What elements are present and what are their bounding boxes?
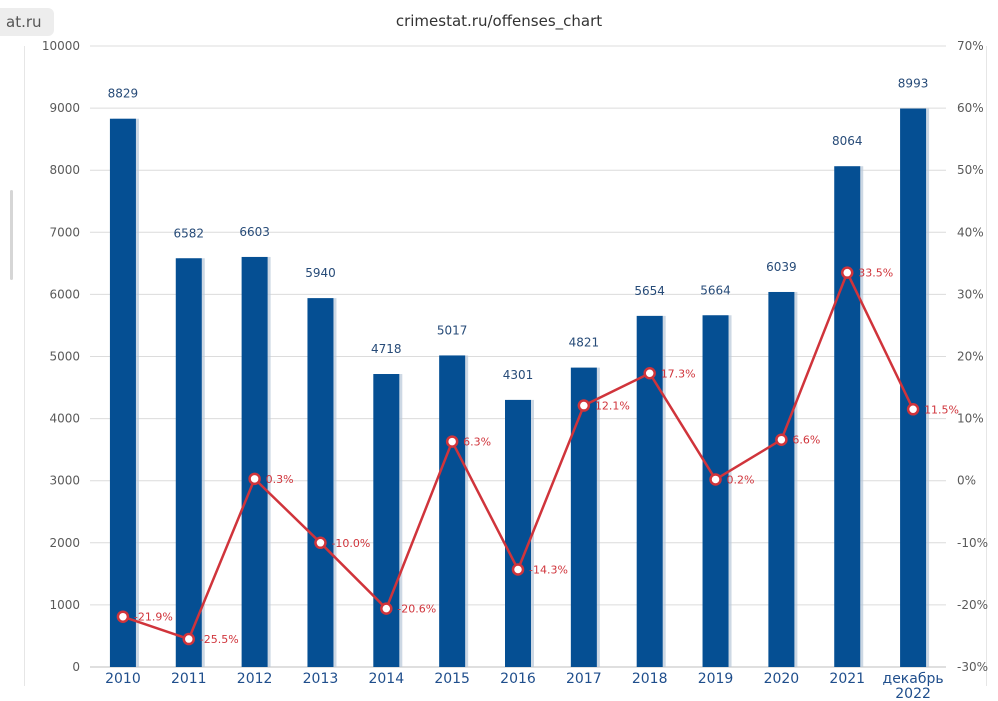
pct-point (248, 472, 261, 486)
bar-value-label: 4301 (503, 368, 534, 382)
y-right-tick-label: -20% (957, 598, 988, 612)
bar (702, 315, 729, 667)
pct-point (577, 399, 591, 412)
x-tick-label: 2020 (764, 671, 800, 687)
bar (307, 298, 334, 667)
x-tick-label: 2017 (566, 671, 602, 687)
y-left-tick-label: 9000 (49, 101, 80, 115)
x-tick-label: 2014 (368, 671, 404, 687)
bar (505, 399, 531, 667)
url-chip[interactable]: at.ru (0, 8, 54, 36)
y-left-tick-label: 4000 (49, 412, 80, 426)
y-right-tick-label: 0% (957, 474, 976, 488)
bar-value-label: 5940 (305, 266, 336, 280)
x-tick-label: 2015 (434, 671, 470, 687)
pct-value-label: 0.2% (727, 473, 755, 486)
bar (241, 256, 268, 667)
y-right-tick-label: 70% (957, 39, 984, 53)
pct-point (314, 536, 327, 550)
pct-point (840, 266, 854, 279)
x-tick-label: 2018 (632, 671, 668, 687)
pct-value-label: -20.6% (397, 603, 436, 616)
bar (373, 374, 400, 667)
pct-value-label: 0.3% (266, 473, 294, 486)
bar-value-label: 4718 (371, 342, 402, 356)
y-right-tick-label: 40% (957, 225, 984, 239)
pct-value-label: -21.9% (134, 611, 173, 624)
y-left-tick-label: 8000 (49, 163, 80, 177)
y-left-tick-label: 2000 (49, 536, 80, 550)
pct-value-label: 33.5% (858, 267, 893, 280)
pct-point (906, 403, 920, 416)
pct-point (445, 435, 459, 448)
y-left-tick-label: 0 (72, 660, 80, 674)
bar-value-label: 8993 (898, 77, 929, 91)
y-left-tick-label: 5000 (49, 350, 80, 364)
y-left-tick-label: 10000 (42, 39, 80, 53)
y-right-tick-label: 20% (957, 350, 984, 364)
bar (175, 258, 202, 667)
x-tick-label: 2016 (500, 671, 536, 687)
bar (834, 166, 861, 668)
pct-point (775, 433, 788, 446)
x-tick-label: 2021 (829, 671, 865, 687)
pct-point (380, 602, 393, 615)
x-tick-label: 2011 (171, 671, 207, 687)
bar-value-label: 6582 (173, 226, 204, 240)
x-tick-label: 2019 (698, 671, 734, 687)
bar-value-label: 6039 (766, 260, 797, 274)
pct-value-label: -25.5% (200, 633, 239, 646)
y-right-tick-label: -10% (957, 536, 988, 550)
chart-title: crimestat.ru/offenses_chart (395, 12, 603, 30)
pct-value-label: 11.5% (924, 403, 959, 416)
x-tick-label: декабрь 2022 (883, 671, 944, 701)
bar-value-label: 8829 (108, 87, 139, 101)
y-right-tick-label: 10% (957, 412, 984, 426)
pct-value-label: 17.3% (661, 367, 696, 380)
bar-value-label: 5654 (634, 284, 665, 298)
right-divider (986, 46, 987, 686)
bar (570, 367, 597, 667)
pct-value-label: -10.0% (331, 537, 370, 550)
pct-point (182, 632, 196, 646)
bar-value-label: 5017 (437, 323, 468, 337)
y-right-tick-label: 30% (957, 287, 984, 301)
bar-value-label: 4821 (569, 336, 600, 350)
pct-point (511, 563, 525, 576)
y-left-tick-label: 1000 (49, 598, 80, 612)
scrollbar[interactable] (10, 190, 13, 280)
pct-value-label: 6.3% (463, 436, 491, 449)
x-tick-label: 2010 (105, 671, 141, 687)
bar-value-label: 5664 (700, 283, 731, 297)
pct-point (709, 473, 722, 486)
x-tick-label: 2012 (237, 671, 273, 687)
pct-point (643, 367, 656, 380)
y-right-tick-label: -30% (957, 660, 988, 674)
pct-point (116, 610, 130, 623)
pct-value-label: -14.3% (529, 564, 568, 577)
y-right-tick-label: 50% (957, 163, 984, 177)
bar-value-label: 8064 (832, 134, 863, 148)
bar (768, 291, 795, 667)
bar (900, 108, 927, 668)
y-left-tick-label: 7000 (49, 225, 80, 239)
bar (439, 355, 466, 667)
bar (109, 118, 136, 667)
x-tick-label: 2013 (303, 671, 339, 687)
bar-value-label: 6603 (239, 225, 270, 239)
pct-value-label: 12.1% (595, 400, 630, 413)
pct-value-label: 6.6% (792, 434, 820, 447)
y-right-tick-label: 60% (957, 101, 984, 115)
left-divider (24, 46, 25, 686)
y-left-tick-label: 6000 (49, 287, 80, 301)
y-left-tick-label: 3000 (49, 474, 80, 488)
